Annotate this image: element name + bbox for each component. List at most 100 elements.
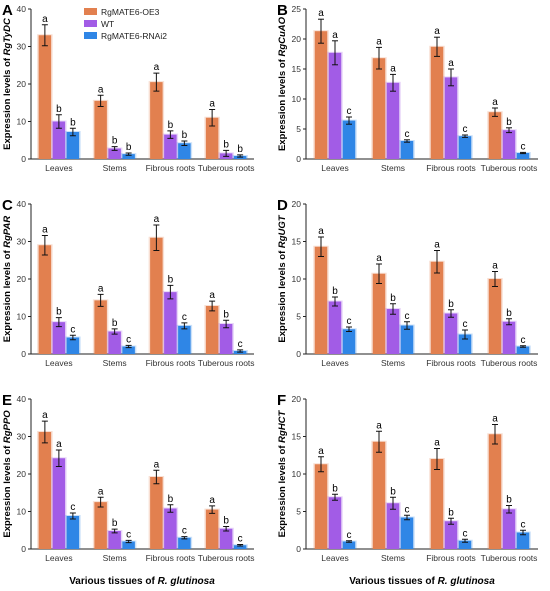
- x-tick-label: Stems: [103, 163, 127, 173]
- y-tick-label: 20: [292, 199, 302, 209]
- chart-panel-f: F 0 5 10 15 20 Expression levels of RgHCT Leave…: [277, 392, 538, 563]
- bar-rgmate6-oe3: [372, 58, 386, 160]
- legend: RgMATE6-OE3 WT RgMATE6-RNAi2: [84, 7, 167, 41]
- y-tick-label: 10: [17, 117, 27, 127]
- panel-label: D: [277, 197, 288, 214]
- y-tick-label: 20: [17, 79, 27, 89]
- bar-rgmate6-oe3: [205, 306, 219, 354]
- bar-rgmate6-rnai2: [122, 154, 135, 159]
- significance-letter: a: [318, 8, 324, 19]
- significance-letter: c: [405, 311, 410, 322]
- significance-letter: b: [112, 318, 118, 329]
- significance-letter: b: [56, 307, 62, 318]
- chart-panel-e: E 0 10 20 30 40 Expression levels of RgPPO Leav…: [2, 392, 255, 563]
- y-tick-label: 10: [292, 94, 302, 104]
- significance-letter: b: [390, 486, 396, 497]
- significance-letter: a: [492, 414, 498, 425]
- significance-letter: a: [318, 446, 324, 457]
- chart-panel-d: D 0 5 10 15 20 Expression levels of RgUGT Leave…: [277, 197, 538, 368]
- significance-letter: c: [463, 124, 468, 135]
- bar-rgmate6-oe3: [150, 82, 163, 159]
- x-tick-label: Stems: [381, 358, 405, 368]
- y-axis-title-gene: RgTyDC: [2, 18, 13, 55]
- bar-rgmate6-rnai2: [233, 545, 247, 549]
- bar-rgmate6-oe3: [150, 477, 163, 549]
- significance-letter: a: [56, 439, 62, 450]
- y-tick-label: 20: [292, 34, 302, 44]
- x-tick-label: Tuberous roots: [481, 358, 538, 368]
- significance-letter: b: [448, 299, 454, 310]
- legend-swatch: [84, 32, 97, 39]
- x-tick-label: Leaves: [321, 358, 348, 368]
- bar-rgmate6-rnai2: [516, 153, 530, 159]
- x-tick-label: Tuberous roots: [481, 553, 538, 563]
- significance-letter: b: [506, 308, 512, 319]
- bar-wt: [328, 497, 342, 549]
- significance-letter: b: [112, 518, 118, 529]
- significance-letter: b: [506, 495, 512, 506]
- y-axis-title-gene: RgPPO: [2, 410, 13, 443]
- x-tick-label: Leaves: [45, 553, 72, 563]
- x-tick-label: Leaves: [321, 163, 348, 173]
- bar-wt: [444, 313, 458, 354]
- bar-rgmate6-oe3: [372, 441, 386, 549]
- significance-letter: b: [112, 136, 118, 147]
- x-tick-label: Fibrous roots: [426, 358, 476, 368]
- y-axis-title-gene: RgUGT: [277, 214, 288, 248]
- x-axis-title: Various tissues of R. glutinosa: [349, 576, 495, 587]
- significance-letter: a: [98, 486, 104, 497]
- significance-letter: b: [237, 144, 243, 155]
- bar-rgmate6-rnai2: [458, 334, 472, 354]
- panel-label: A: [2, 2, 13, 19]
- significance-letter: c: [182, 312, 187, 323]
- x-tick-label: Leaves: [45, 163, 72, 173]
- panel-label: F: [277, 392, 286, 409]
- significance-letter: b: [168, 494, 174, 505]
- legend-label: RgMATE6-OE3: [101, 7, 160, 17]
- y-axis-title: Expression levels of RgTyDC: [2, 18, 13, 150]
- bar-rgmate6-rnai2: [458, 136, 472, 159]
- y-tick-label: 40: [17, 4, 27, 14]
- y-axis-title: Expression levels of RgUGT: [277, 214, 288, 342]
- significance-letter: a: [42, 14, 48, 25]
- y-tick-label: 0: [296, 349, 301, 359]
- significance-letter: a: [209, 495, 215, 506]
- y-tick-label: 10: [292, 469, 302, 479]
- y-tick-label: 20: [17, 274, 27, 284]
- y-tick-label: 0: [21, 544, 26, 554]
- bar-rgmate6-oe3: [372, 273, 386, 354]
- legend-label: WT: [101, 19, 114, 29]
- bar-wt: [444, 521, 458, 549]
- significance-letter: c: [521, 519, 526, 530]
- y-tick-label: 20: [292, 394, 302, 404]
- y-tick-label: 5: [296, 124, 301, 134]
- significance-letter: a: [154, 459, 160, 470]
- significance-letter: c: [126, 334, 131, 345]
- x-tick-label: Tuberous roots: [481, 163, 538, 173]
- bar-wt: [502, 321, 516, 354]
- significance-letter: c: [347, 530, 352, 541]
- significance-letter: a: [42, 410, 48, 421]
- y-tick-label: 5: [296, 507, 301, 517]
- y-axis-title-prefix: Expression levels of: [277, 248, 288, 343]
- significance-letter: a: [98, 283, 104, 294]
- significance-letter: c: [70, 502, 75, 513]
- significance-letter: a: [42, 225, 48, 236]
- significance-letter: a: [492, 261, 498, 272]
- panel-label: E: [2, 392, 12, 409]
- significance-letter: b: [56, 104, 62, 115]
- significance-letter: c: [347, 106, 352, 117]
- panel-label: B: [277, 2, 288, 19]
- chart-panel-a: A 0 10 20 30 40 Expression levels of RgTyDC Lea…: [2, 2, 255, 173]
- x-axis-title: Various tissues of R. glutinosa: [69, 576, 215, 587]
- y-tick-label: 40: [17, 199, 27, 209]
- bar-rgmate6-rnai2: [66, 132, 80, 159]
- y-tick-label: 15: [292, 432, 302, 442]
- bar-rgmate6-rnai2: [66, 516, 80, 549]
- y-tick-label: 10: [17, 507, 27, 517]
- significance-letter: a: [492, 97, 498, 108]
- bar-rgmate6-oe3: [94, 502, 107, 549]
- bar-rgmate6-oe3: [38, 432, 52, 549]
- y-axis-title: Expression levels of RgPPO: [2, 410, 13, 538]
- x-tick-label: Leaves: [321, 553, 348, 563]
